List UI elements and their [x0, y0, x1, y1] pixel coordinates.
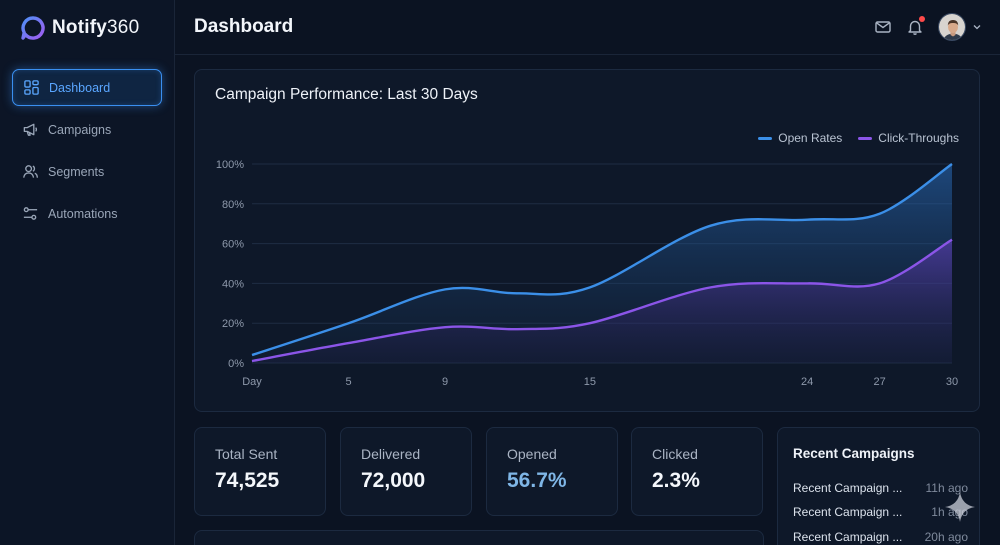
stat-label: Clicked: [652, 446, 698, 462]
y-tick-label: 20%: [222, 318, 244, 330]
stat-value: 56.7%: [507, 469, 567, 492]
sidebar-item-label: Automations: [48, 206, 118, 221]
avatar[interactable]: [938, 13, 966, 41]
stat-value: 74,525: [215, 469, 280, 492]
campaign-time: 20h ago: [924, 530, 968, 544]
campaign-name: Recent Campaign ...: [793, 505, 903, 519]
x-tick-label: 15: [584, 376, 596, 388]
legend-item-open-rates[interactable]: Open Rates: [758, 131, 842, 145]
x-tick-label: 24: [801, 376, 813, 388]
x-tick-label: 30: [946, 376, 958, 388]
recent-campaigns-title: Recent Campaigns: [793, 446, 915, 461]
sparkle-icon: [945, 492, 975, 522]
megaphone-icon: [23, 123, 38, 136]
x-tick-label: 5: [345, 376, 351, 388]
sidebar-item-segments[interactable]: Segments: [12, 153, 162, 190]
chart-legend: Open Rates Click-Throughs: [742, 131, 959, 145]
legend-label: Open Rates: [778, 131, 843, 145]
top-actions: [860, 12, 982, 42]
series-line-click-throughs[interactable]: [251, 238, 953, 363]
sidebar-item-automations[interactable]: Automations: [12, 195, 162, 232]
chart-title: Campaign Performance: Last 30 Days: [215, 86, 478, 103]
y-tick-label: 40%: [222, 278, 244, 290]
legend-swatch: [858, 136, 873, 140]
notifications-button[interactable]: [906, 16, 925, 36]
campaign-performance-card: Campaign Performance: Last 30 Days Open …: [194, 69, 980, 412]
page-title: Dashboard: [194, 16, 294, 37]
area-chart: 0% 20% 40% 60% 80% 100% Day 5 9 15 24 27 30: [216, 159, 958, 388]
top-bar: Dashboard: [175, 0, 1000, 55]
series-line-open-rates[interactable]: [251, 163, 953, 357]
mail-button[interactable]: [874, 18, 892, 36]
x-tick-label: 9: [442, 376, 448, 388]
sidebar: Notify360 Dashboard Campaigns Segments: [0, 0, 175, 545]
stat-card-delivered: Delivered 72,000: [340, 427, 472, 516]
recent-campaigns-card: Recent Campaigns Recent Campaign ... 11h…: [777, 427, 980, 545]
sidebar-item-dashboard[interactable]: Dashboard: [12, 69, 162, 106]
y-tick-label: 80%: [222, 199, 244, 211]
x-tick-label: 27: [873, 376, 885, 388]
stat-label: Opened: [507, 446, 557, 462]
x-tick-label: Day: [242, 376, 262, 388]
legend-label: Click-Throughs: [878, 131, 959, 145]
sidebar-nav: Dashboard Campaigns Segments Automations: [12, 69, 162, 237]
legend-swatch: [758, 136, 773, 140]
campaign-name: Recent Campaign ...: [793, 530, 903, 544]
stat-card-clicked: Clicked 2.3%: [631, 427, 763, 516]
area-click-throughs: [252, 239, 952, 363]
list-item[interactable]: Recent Campaign ... 1h ago: [793, 505, 968, 521]
campaign-name: Recent Campaign ...: [793, 481, 903, 495]
sidebar-item-label: Campaigns: [48, 122, 112, 137]
users-icon: [23, 165, 39, 178]
y-tick-label: 0%: [228, 358, 244, 370]
sidebar-item-campaigns[interactable]: Campaigns: [12, 111, 162, 148]
logo-icon: [21, 16, 45, 40]
y-tick-label: 100%: [216, 159, 244, 171]
campaign-time: 11h ago: [925, 481, 969, 495]
user-photo: [939, 14, 965, 40]
notification-dot: [919, 16, 925, 22]
sidebar-item-label: Dashboard: [49, 80, 111, 95]
stat-card-total-sent: Total Sent 74,525: [194, 427, 326, 516]
app-logo[interactable]: Notify360: [20, 14, 139, 42]
mail-icon: [875, 21, 891, 33]
y-tick-label: 60%: [222, 239, 244, 251]
stat-value: 2.3%: [652, 469, 700, 492]
stat-label: Delivered: [361, 446, 421, 462]
sliders-icon: [23, 207, 38, 220]
stat-value: 72,000: [361, 469, 426, 492]
stat-card-opened: Opened 56.7%: [486, 427, 618, 516]
legend-item-click-throughs[interactable]: Click-Throughs: [858, 131, 959, 145]
bottom-panel: [194, 530, 764, 545]
list-item[interactable]: Recent Campaign ... 20h ago: [793, 530, 968, 545]
stat-label: Total Sent: [215, 446, 278, 462]
sidebar-item-label: Segments: [48, 164, 105, 179]
chevron-down-icon[interactable]: [972, 22, 982, 32]
list-item[interactable]: Recent Campaign ... 11h ago: [793, 481, 968, 497]
app-name: Notify360: [52, 17, 140, 38]
bell-icon: [908, 20, 922, 35]
dashboard-icon: [24, 80, 39, 95]
